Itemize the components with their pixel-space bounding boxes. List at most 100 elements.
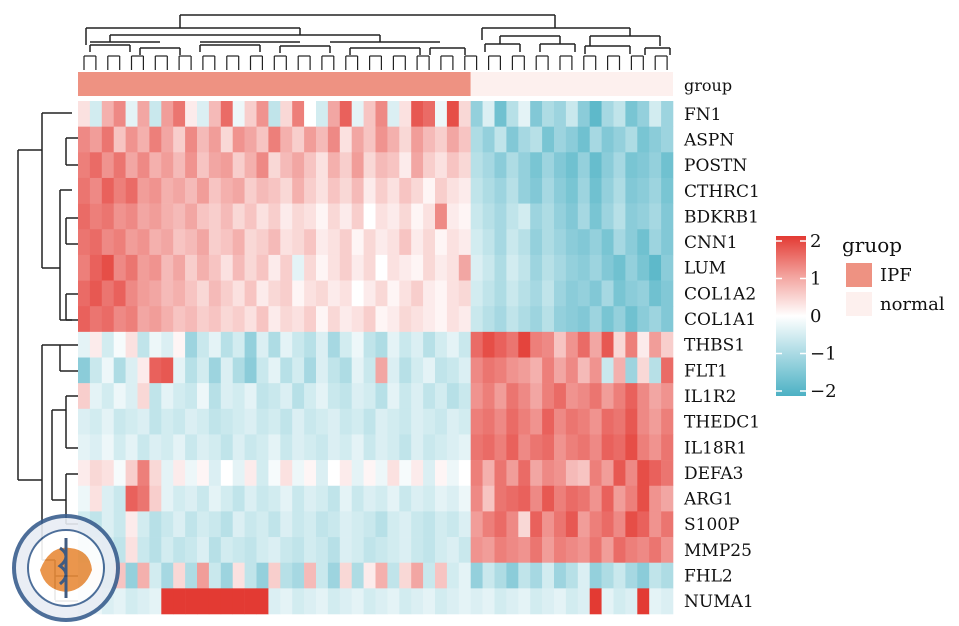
- heatmap-cell: [542, 460, 555, 487]
- heatmap-cell: [435, 280, 448, 307]
- heatmap-cell: [446, 357, 460, 384]
- heatmap-cell: [375, 408, 388, 435]
- heatmap-cell: [327, 152, 341, 179]
- heatmap-cell: [137, 434, 150, 461]
- heatmap-cell: [542, 203, 555, 230]
- heatmap-cell: [565, 254, 579, 281]
- heatmap-cell: [458, 152, 471, 179]
- heatmap-cell: [530, 254, 543, 281]
- heatmap-cell: [577, 562, 590, 589]
- heatmap-cell: [506, 101, 519, 127]
- heatmap-cell: [661, 460, 674, 487]
- heatmap-cell: [208, 280, 222, 307]
- heatmap-cell: [89, 460, 103, 487]
- heatmap-cell: [661, 152, 674, 179]
- heatmap-cell: [387, 485, 400, 512]
- heatmap-cell: [363, 408, 376, 435]
- heatmap-cell: [351, 562, 364, 589]
- heatmap-cell: [399, 126, 412, 153]
- heatmap-cell: [149, 511, 162, 538]
- heatmap-cell: [173, 383, 186, 410]
- heatmap-cell: [89, 280, 103, 307]
- heatmap-cell: [577, 357, 590, 384]
- heatmap-cell: [101, 434, 114, 461]
- heatmap-cell: [256, 280, 269, 307]
- heatmap-cell: [494, 562, 507, 589]
- heatmap-cell: [304, 152, 317, 179]
- heatmap-cell: [232, 383, 245, 410]
- heatmap-cell: [577, 254, 590, 281]
- heatmap-cell: [161, 152, 174, 179]
- heatmap-cell: [161, 229, 174, 256]
- heatmap-cell: [494, 203, 507, 230]
- heatmap-cell: [601, 434, 614, 461]
- heatmap-cell: [637, 280, 650, 307]
- gene-label: IL18R1: [684, 438, 747, 458]
- heatmap-cell: [280, 280, 293, 307]
- heatmap-cell: [113, 331, 126, 358]
- heatmap-cell: [542, 357, 555, 384]
- heatmap-cell: [339, 434, 352, 461]
- heatmap-cell: [399, 357, 412, 384]
- heatmap-cell: [613, 485, 626, 512]
- heatmap-cell: [89, 254, 103, 281]
- heatmap-cell: [304, 306, 317, 333]
- gene-label: IL1R2: [684, 387, 736, 407]
- heatmap-cell: [565, 537, 579, 563]
- heatmap-cell: [149, 331, 162, 358]
- heatmap-cell: [601, 485, 614, 512]
- heatmap-cell: [339, 152, 352, 179]
- heatmap-cell: [411, 254, 424, 281]
- heatmap-cell: [339, 203, 352, 230]
- heatmap-cell: [113, 203, 126, 230]
- heatmap-cell: [197, 177, 210, 204]
- heatmap-cell: [494, 126, 507, 153]
- heatmap-cell: [89, 152, 103, 179]
- heatmap-cell: [649, 588, 662, 615]
- heatmap-cell: [375, 254, 388, 281]
- heatmap-cell: [256, 434, 269, 461]
- heatmap-cell: [161, 408, 174, 435]
- heatmap-cell: [399, 152, 412, 179]
- heatmap-cell: [351, 101, 364, 127]
- heatmap-cell: [256, 177, 269, 204]
- heatmap-cell: [518, 460, 531, 487]
- heatmap-cell: [268, 280, 281, 307]
- heatmap-cell: [649, 203, 662, 230]
- heatmap-cell: [351, 383, 364, 410]
- heatmap-cell: [411, 101, 424, 127]
- heatmap-cell: [446, 562, 460, 589]
- heatmap-cell: [327, 177, 341, 204]
- heatmap-cell: [363, 434, 376, 461]
- heatmap-cell: [173, 126, 186, 153]
- heatmap-cell: [494, 485, 507, 512]
- heatmap-cell: [137, 460, 150, 487]
- heatmap-cell: [304, 460, 317, 487]
- heatmap-cell: [375, 460, 388, 487]
- heatmap-cell: [89, 229, 103, 256]
- heatmap-cell: [435, 126, 448, 153]
- heatmap-cell: [625, 306, 638, 333]
- heatmap-cell: [435, 408, 448, 435]
- heatmap-cell: [446, 229, 460, 256]
- heatmap-cell: [435, 203, 448, 230]
- heatmap-cell: [268, 562, 281, 589]
- heatmap-cell: [256, 383, 269, 410]
- heatmap-cell: [256, 306, 269, 333]
- gene-label: ASPN: [683, 131, 734, 151]
- heatmap-cell: [435, 101, 448, 127]
- heatmap-cell: [244, 408, 257, 435]
- heatmap-cell: [244, 152, 257, 179]
- heatmap-cell: [625, 562, 638, 589]
- heatmap-cell: [173, 537, 186, 563]
- heatmap-cell: [601, 126, 614, 153]
- heatmap-cell: [244, 562, 257, 589]
- heatmap-cell: [458, 280, 471, 307]
- heatmap-cell: [339, 357, 352, 384]
- heatmap-cell: [339, 588, 352, 615]
- heatmap-cell: [470, 229, 483, 256]
- heatmap-cell: [244, 511, 257, 538]
- heatmap-cell: [387, 254, 400, 281]
- heatmap-cell: [101, 306, 114, 333]
- heatmap-cell: [304, 383, 317, 410]
